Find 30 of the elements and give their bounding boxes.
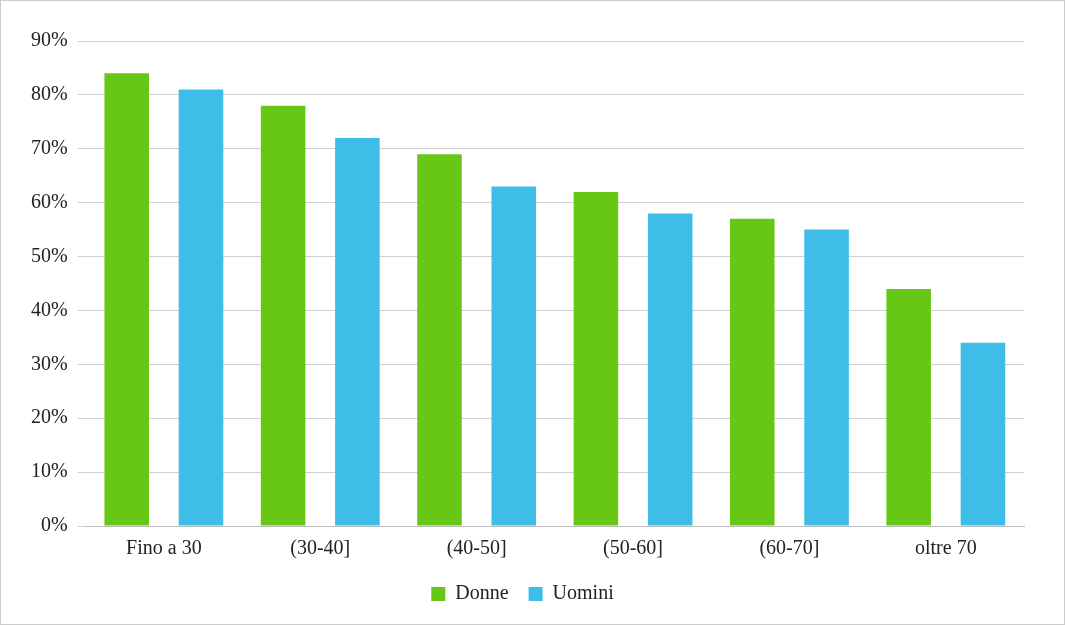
x-tick-label: (40-50] [446,536,507,560]
x-tick-label: (50-60] [603,536,664,560]
bar [491,186,537,526]
bar [104,73,149,526]
x-tick-label: (60-70] [759,536,820,560]
x-tick-label: oltre 70 [914,536,977,559]
legend-label: Donne [455,581,509,604]
y-tick-label: 10% [30,459,68,482]
bar [729,218,775,526]
bar [260,105,306,526]
y-tick-label: 0% [40,513,68,536]
bar [417,154,462,526]
x-tick-label: Fino a 30 [126,536,202,559]
x-tick-label: (30-40] [290,536,351,560]
y-tick-label: 70% [30,136,68,159]
bar [573,191,619,526]
bar [886,288,931,526]
bar [335,138,380,526]
bar [647,213,693,526]
y-tick-label: 80% [30,82,68,105]
y-tick-label: 20% [30,405,68,428]
y-tick-label: 60% [30,189,68,212]
y-tick-label: 40% [30,297,68,320]
legend-label: Uomini [552,581,615,604]
bar [960,342,1006,526]
bar [178,89,224,526]
bar [804,229,849,526]
y-tick-label: 90% [30,28,68,51]
y-tick-label: 50% [30,243,68,266]
y-tick-label: 30% [30,351,68,374]
